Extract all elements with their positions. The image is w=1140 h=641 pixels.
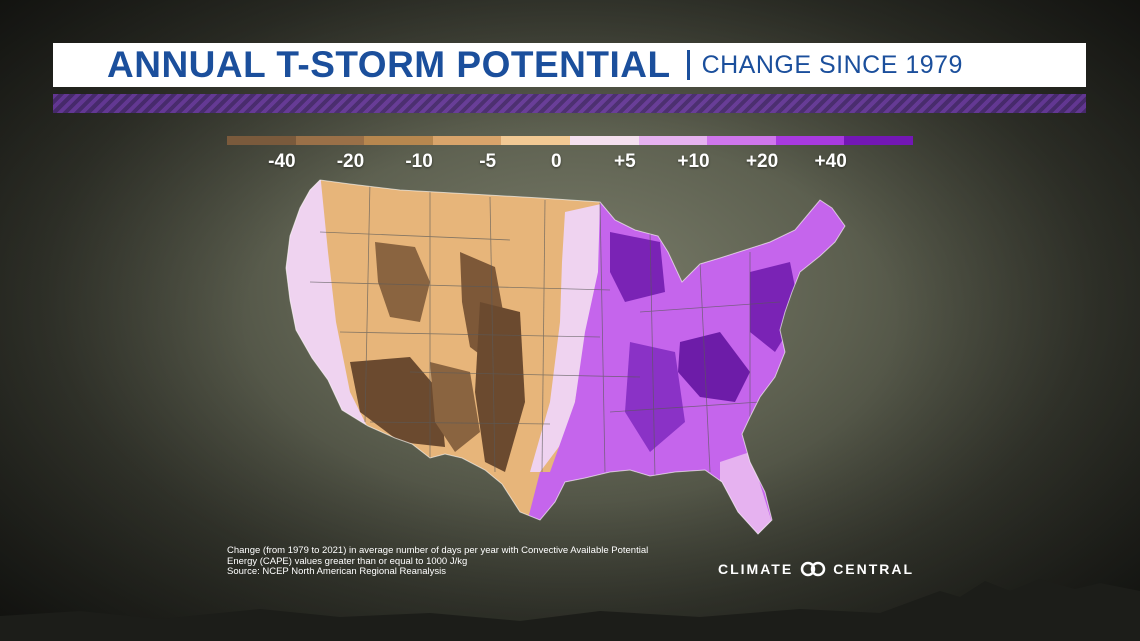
legend-swatch bbox=[432, 136, 502, 145]
source-note: Source: NCEP North American Regional Rea… bbox=[227, 566, 446, 577]
mid-south-strong-increase bbox=[625, 342, 685, 452]
legend-swatch bbox=[569, 136, 639, 145]
legend-tick-label: -20 bbox=[336, 151, 365, 172]
plains-strong-decrease-region bbox=[475, 302, 525, 472]
title-divider bbox=[686, 50, 690, 80]
legend-tick-label: +5 bbox=[614, 151, 636, 172]
legend-swatch bbox=[364, 136, 433, 145]
legend-swatch bbox=[638, 136, 708, 145]
legend-ticks: -40 -20 -10 -5 0 +5 +10 +20 +40 bbox=[227, 145, 913, 175]
linked-rings-icon bbox=[800, 561, 826, 577]
legend-tick-label: -5 bbox=[479, 151, 497, 172]
treeline-silhouette bbox=[0, 579, 1140, 641]
southeast-strong-increase bbox=[678, 332, 750, 402]
climate-central-logo: CLIMATE CENTRAL bbox=[718, 561, 914, 577]
southwest-strong-decrease-region bbox=[350, 357, 445, 447]
legend-tick-label: +40 bbox=[814, 151, 847, 172]
page-subtitle: CHANGE SINCE 1979 bbox=[701, 50, 963, 79]
decorative-stripe bbox=[53, 94, 1086, 113]
transition-neutral-band bbox=[530, 202, 620, 472]
legend-swatch bbox=[501, 136, 570, 145]
legend-swatch bbox=[295, 136, 365, 145]
intermountain-decrease-region bbox=[375, 242, 430, 322]
us-change-map bbox=[285, 179, 846, 535]
state-boundaries bbox=[309, 181, 781, 478]
logo-text-left: CLIMATE bbox=[718, 561, 794, 577]
legend-swatch bbox=[227, 136, 296, 145]
legend-tick-label: -40 bbox=[268, 151, 296, 172]
legend-tick-label: -10 bbox=[405, 151, 433, 172]
color-legend: -40 -20 -10 -5 0 +5 +10 +20 +40 bbox=[227, 136, 913, 175]
legend-swatch bbox=[844, 136, 913, 145]
legend-tick-label: 0 bbox=[550, 151, 562, 172]
title-bar: ANNUAL T-STORM POTENTIAL CHANGE SINCE 19… bbox=[53, 43, 1086, 87]
logo-text-right: CENTRAL bbox=[833, 561, 915, 577]
legend-swatch bbox=[775, 136, 845, 145]
us-outline bbox=[285, 179, 846, 535]
new-mexico-decrease-region bbox=[430, 362, 480, 452]
legend-tick-label: +20 bbox=[745, 151, 779, 172]
legend-tick-label: +10 bbox=[677, 151, 710, 172]
caption-line-2: Energy (CAPE) values greater than or equ… bbox=[227, 555, 468, 567]
legend-swatches bbox=[227, 136, 913, 145]
caption-line-1: Change (from 1979 to 2021) in average nu… bbox=[227, 545, 649, 556]
page-title: ANNUAL T-STORM POTENTIAL bbox=[107, 44, 671, 85]
legend-swatch bbox=[707, 136, 776, 145]
map-caption: Change (from 1979 to 2021) in average nu… bbox=[227, 545, 707, 578]
